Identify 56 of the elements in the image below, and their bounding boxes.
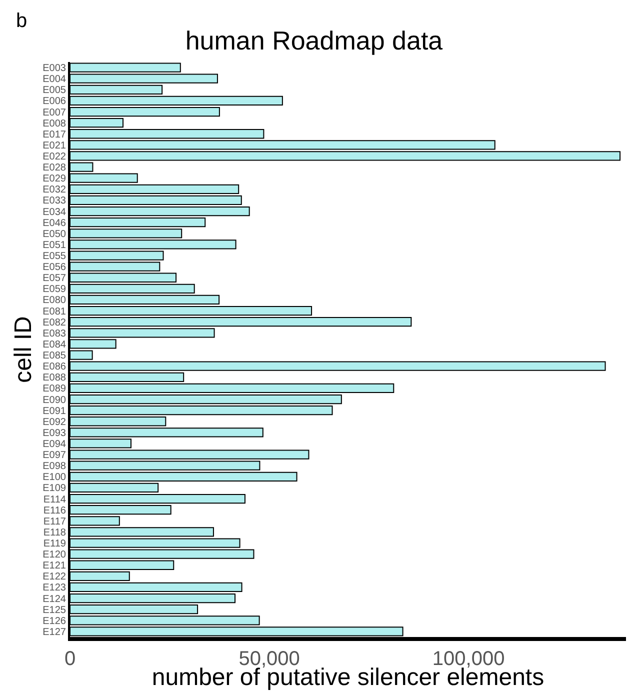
- y-tick-label: E092: [42, 416, 66, 428]
- y-tick-label: E051: [42, 240, 66, 251]
- y-tick-label: E005: [42, 85, 66, 96]
- y-tick-label: E028: [42, 162, 66, 174]
- y-tick-label: E098: [42, 461, 66, 472]
- y-tick-label: E091: [42, 406, 66, 417]
- y-tick-label: E093: [42, 428, 66, 439]
- y-tick-label: E122: [42, 572, 66, 583]
- y-tick-label: E094: [42, 438, 66, 450]
- y-tick-label: E050: [42, 228, 66, 240]
- y-tick-label: E034: [42, 206, 66, 218]
- y-tick-label: E006: [42, 96, 66, 108]
- y-axis-title: cell ID: [10, 316, 38, 383]
- y-tick-label: E119: [43, 538, 66, 550]
- y-tick-label: E007: [42, 107, 66, 118]
- y-tick-label: E123: [42, 582, 66, 594]
- y-tick-label: E114: [43, 494, 66, 506]
- y-tick-label: E057: [42, 273, 66, 284]
- y-tick-label: E097: [42, 450, 66, 462]
- y-tick-label: E046: [42, 218, 66, 229]
- y-tick-label: E120: [42, 550, 66, 561]
- y-tick-label: E085: [42, 350, 66, 362]
- chart-title: human Roadmap data: [185, 25, 444, 56]
- y-tick-label: E008: [42, 118, 66, 130]
- y-tick-label: E088: [42, 372, 66, 384]
- y-tick-label: E022: [42, 151, 66, 162]
- y-tick-label: E055: [42, 251, 66, 262]
- y-tick-label: E029: [42, 174, 66, 185]
- y-tick-label: E124: [42, 594, 66, 605]
- y-tick-label: E033: [42, 196, 66, 207]
- y-tick-label: E089: [42, 384, 66, 395]
- y-tick-label: E004: [42, 74, 66, 86]
- y-tick-label: E100: [42, 472, 66, 484]
- y-tick-label: E056: [42, 262, 66, 274]
- y-tick-label: E081: [42, 306, 66, 318]
- y-tick-label: E084: [42, 339, 66, 350]
- y-tick-label: E090: [42, 394, 66, 406]
- y-tick-label: E125: [42, 604, 66, 616]
- y-tick-label: E083: [42, 328, 66, 340]
- x-tick-label: 0: [64, 648, 76, 670]
- y-tick-label: E117: [43, 516, 66, 528]
- y-tick-label: E086: [42, 362, 66, 373]
- y-tick-label: E116: [43, 505, 66, 516]
- text: b: [16, 10, 28, 32]
- y-tick-label: E059: [42, 284, 66, 296]
- y-tick-label: E127: [42, 626, 66, 638]
- y-tick-label: E126: [42, 616, 66, 627]
- y-tick-label: E017: [42, 129, 66, 140]
- y-tick-label: E118: [43, 527, 66, 538]
- y-tick-label: E109: [42, 483, 66, 494]
- y-tick-label: E082: [42, 317, 66, 328]
- y-tick-label: E003: [42, 63, 66, 74]
- y-tick-label: E121: [42, 560, 66, 572]
- y-tick-label: E080: [42, 295, 66, 306]
- y-tick-label: E021: [42, 140, 66, 152]
- y-tick-label: E032: [42, 184, 66, 196]
